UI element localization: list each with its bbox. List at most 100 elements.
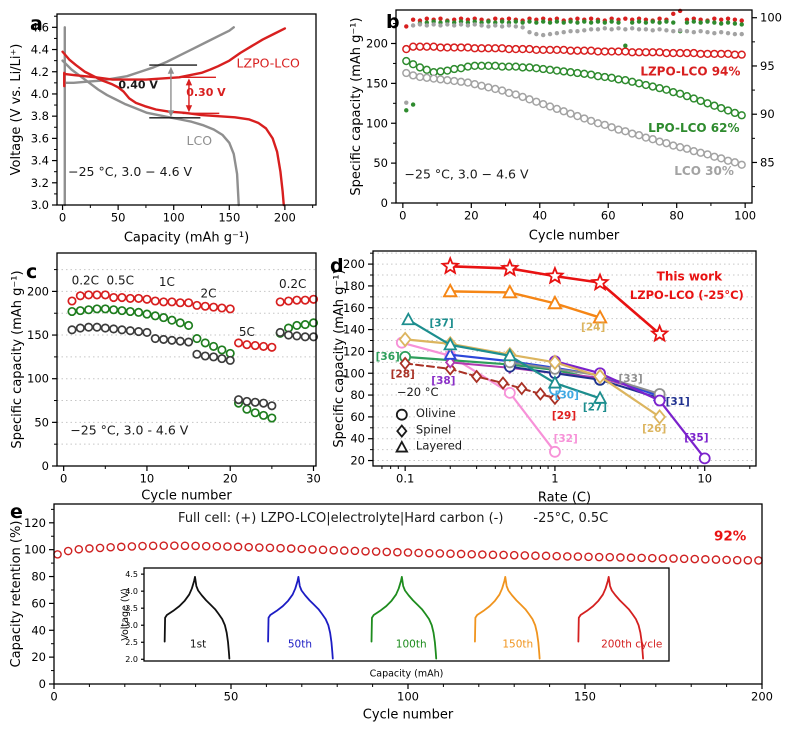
- x-axis-label: Cycle number: [141, 488, 232, 503]
- marker-circle: [109, 292, 119, 303]
- series-line: [163, 575, 231, 660]
- marker-dot: [479, 23, 484, 28]
- marker-circle: [648, 135, 657, 144]
- marker-circle: [329, 545, 338, 555]
- marker-dot: [451, 23, 457, 28]
- series-line: [449, 290, 602, 319]
- marker-circle: [201, 541, 211, 551]
- annotation: [27]: [583, 401, 607, 413]
- marker-circle: [470, 61, 479, 70]
- panel-letter-c: c: [26, 261, 37, 283]
- marker-circle: [275, 327, 285, 337]
- marker-dot: [629, 20, 635, 25]
- marker-triangle: [547, 294, 563, 310]
- marker-circle: [518, 92, 527, 102]
- marker-circle: [67, 325, 77, 335]
- marker-circle: [531, 551, 540, 561]
- series-rate-red: [67, 290, 319, 352]
- marker-circle: [415, 63, 425, 72]
- marker-circle: [559, 45, 568, 55]
- x-tick-label: 20: [223, 472, 238, 486]
- marker-circle: [435, 549, 445, 558]
- series-rate-green: [67, 304, 319, 423]
- marker-circle: [532, 97, 541, 106]
- y-tick-label: 150: [27, 328, 49, 342]
- series-rate-black: [67, 322, 319, 411]
- marker-circle: [549, 445, 561, 458]
- marker-dot: [410, 102, 416, 107]
- series-line: [474, 575, 541, 660]
- marker-circle: [723, 49, 733, 59]
- y-axis-label: Specific capacity (mAh g⁻¹): [10, 270, 25, 448]
- marker-dot: [671, 11, 676, 17]
- marker-circle: [436, 75, 445, 84]
- annotation: [26]: [642, 423, 666, 435]
- marker-circle: [703, 49, 712, 59]
- annotation: −25 °C, 3.0 − 4.6 V: [405, 166, 529, 181]
- marker-dot: [691, 29, 697, 35]
- series-line: [63, 27, 287, 81]
- y-tick-label: 20: [350, 454, 365, 468]
- annotation: [28]: [391, 369, 415, 381]
- marker-circle: [233, 395, 244, 405]
- series-line: [553, 360, 706, 460]
- marker-circle: [566, 46, 575, 55]
- marker-circle: [580, 114, 589, 123]
- marker-circle: [85, 544, 94, 553]
- marker-dot: [582, 28, 587, 33]
- marker-circle: [244, 542, 253, 552]
- marker-dot: [465, 23, 471, 28]
- marker-circle: [402, 44, 411, 54]
- marker-diamond: [444, 361, 456, 376]
- marker-dot: [499, 24, 505, 29]
- marker-circle: [286, 544, 296, 553]
- marker-circle: [653, 394, 666, 407]
- marker-circle: [586, 116, 596, 126]
- marker-dot: [472, 22, 477, 27]
- marker-circle: [703, 99, 712, 108]
- marker-diamond: [398, 331, 412, 348]
- marker-circle: [525, 63, 534, 72]
- marker-circle: [730, 108, 740, 118]
- marker-dot: [438, 16, 443, 21]
- marker-circle: [255, 543, 264, 552]
- marker-dot: [718, 21, 724, 26]
- marker-circle: [300, 332, 310, 342]
- marker-circle: [730, 50, 740, 59]
- y2-tick-label: 85: [760, 155, 775, 169]
- marker-circle: [669, 48, 678, 58]
- annotation: Olivine: [416, 406, 456, 420]
- marker-triangle: [502, 283, 518, 299]
- marker-dot: [650, 19, 655, 24]
- marker-circle: [167, 315, 177, 325]
- y-tick-label: 20: [31, 650, 46, 664]
- marker-circle: [100, 323, 110, 333]
- marker-circle: [95, 543, 105, 553]
- y-tick-label: 0: [42, 459, 49, 473]
- marker-dot: [643, 27, 649, 32]
- marker-circle: [84, 322, 94, 332]
- annotation: This work: [657, 269, 723, 283]
- marker-circle: [456, 549, 466, 559]
- marker-dot: [588, 27, 594, 32]
- annotation: [36]: [376, 351, 400, 363]
- marker-dot: [554, 30, 560, 36]
- x-tick-label: 0: [59, 211, 66, 225]
- panel-d: 0.1 1 10 20 40 60 80 100 120 140 160 180 200 Rate (C)…: [332, 250, 757, 505]
- marker-circle: [138, 541, 147, 551]
- marker-circle: [117, 306, 127, 316]
- y-tick-label: 4.2: [31, 65, 49, 79]
- y-tick-label: 50: [34, 415, 49, 429]
- annotation: Layered: [416, 439, 462, 453]
- marker-dot: [698, 29, 703, 34]
- marker-circle: [422, 42, 431, 51]
- marker-dot: [486, 19, 491, 24]
- marker-circle: [223, 542, 232, 551]
- marker-circle: [470, 44, 479, 53]
- marker-dot: [561, 20, 566, 25]
- marker-circle: [463, 62, 473, 71]
- annotation: 1st: [190, 638, 206, 650]
- marker-circle: [504, 44, 514, 54]
- marker-circle: [518, 63, 527, 72]
